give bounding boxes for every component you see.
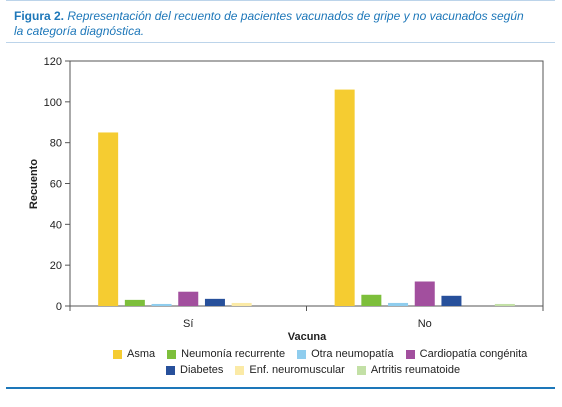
bar: [334, 89, 355, 306]
legend-label: Artritis reumatoide: [370, 364, 461, 376]
y-tick-label: 20: [50, 260, 62, 272]
legend-row: Diabetes Enf. neuromuscular Artritis reuma…: [166, 364, 472, 376]
caption-text: Representación del recuento de pacientes…: [14, 9, 524, 38]
legend-item: Enf. neuromuscular: [235, 364, 345, 376]
legend-item: Artritis reumatoide: [356, 364, 461, 376]
bar: [204, 298, 225, 306]
x-tick-label: No: [418, 318, 432, 330]
y-tick-label: 40: [50, 219, 62, 231]
bar: [231, 302, 252, 306]
bar: [441, 295, 462, 306]
legend-item: Neumonía recurrente: [167, 348, 285, 360]
legend-swatch: [405, 349, 415, 359]
legend-label: Cardiopatía congénita: [419, 348, 528, 360]
legend-item: Otra neumopatía: [297, 348, 394, 360]
legend-swatch: [113, 349, 122, 359]
y-tick-label: 0: [56, 301, 62, 313]
legend-swatch: [356, 365, 366, 375]
y-tick-label: 80: [50, 138, 62, 150]
legend-swatch: [167, 349, 177, 359]
plot-area: [69, 60, 544, 307]
y-tick-label: 120: [44, 56, 62, 68]
frame-top-line: [6, 0, 555, 1]
bar: [388, 302, 409, 306]
y-axis-title: Recuento: [28, 159, 40, 209]
bar: [124, 299, 145, 306]
legend-label: Otra neumopatía: [311, 348, 394, 360]
bar: [178, 291, 199, 306]
bar: [151, 303, 172, 306]
y-tick-label: 100: [44, 97, 62, 109]
legend-item: Asma: [113, 348, 155, 360]
legend-label: Asma: [127, 348, 156, 360]
x-tick-label: Sí: [183, 318, 193, 330]
bar: [494, 303, 515, 306]
legend-label: Enf. neuromuscular: [249, 364, 345, 376]
caption-divider: [6, 42, 555, 43]
legend-item: Diabetes: [166, 364, 223, 376]
legend-item: Cardiopatía congénita: [405, 348, 528, 360]
bar: [98, 132, 119, 306]
legend-label: Neumonía recurrente: [181, 348, 286, 360]
y-tick-label: 60: [50, 179, 62, 191]
x-axis-title: Vacuna: [288, 331, 327, 343]
x-axis: Sí No: [69, 306, 544, 330]
legend-row: Asma Neumonía recurrente Otra neumopatía Ca…: [113, 348, 539, 360]
legend-swatch: [166, 365, 175, 375]
caption-label: Figura 2.: [14, 9, 65, 23]
bars: [98, 89, 515, 306]
legend-swatch: [297, 349, 307, 359]
legend-label: Diabetes: [180, 364, 224, 376]
y-axis: 0 20 40 60 80 100 120: [44, 56, 70, 313]
figure-frame: [6, 0, 555, 389]
bar: [414, 281, 435, 306]
legend-swatch: [235, 365, 245, 375]
figure-caption: Figura 2. Representación del recuento de…: [14, 9, 534, 39]
bar: [361, 294, 382, 306]
